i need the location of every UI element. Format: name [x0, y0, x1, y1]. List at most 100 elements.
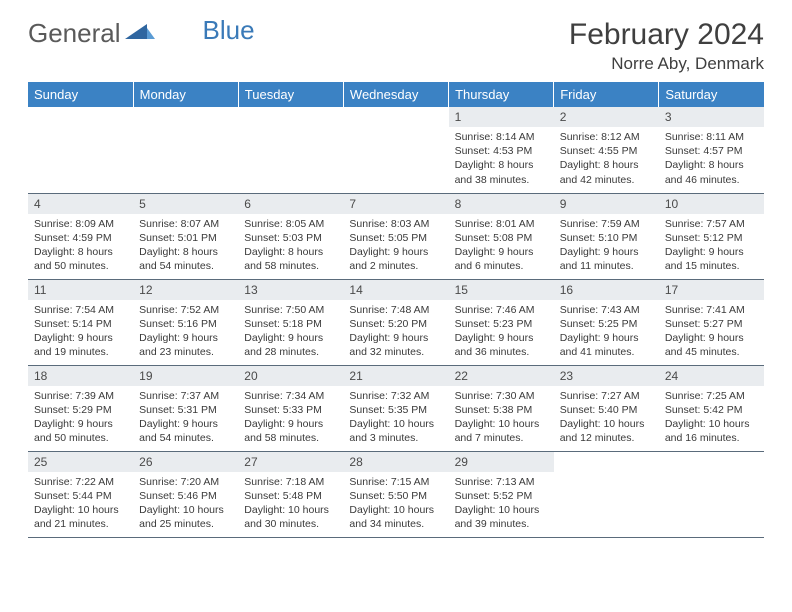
calendar-cell-empty — [28, 107, 133, 193]
calendar-cell: 7Sunrise: 8:03 AMSunset: 5:05 PMDaylight… — [343, 193, 448, 279]
day-number: 1 — [449, 107, 554, 127]
day-details: Sunrise: 8:12 AMSunset: 4:55 PMDaylight:… — [554, 127, 659, 191]
day-details: Sunrise: 7:20 AMSunset: 5:46 PMDaylight:… — [133, 472, 238, 536]
calendar-body: 1Sunrise: 8:14 AMSunset: 4:53 PMDaylight… — [28, 107, 764, 537]
day-details: Sunrise: 7:34 AMSunset: 5:33 PMDaylight:… — [238, 386, 343, 450]
calendar-cell-empty — [554, 451, 659, 537]
logo-text-2: Blue — [203, 15, 255, 46]
calendar-table: SundayMondayTuesdayWednesdayThursdayFrid… — [28, 82, 764, 538]
day-number: 7 — [343, 194, 448, 214]
weekday-header: Sunday — [28, 82, 133, 107]
calendar-cell: 6Sunrise: 8:05 AMSunset: 5:03 PMDaylight… — [238, 193, 343, 279]
calendar-cell: 10Sunrise: 7:57 AMSunset: 5:12 PMDayligh… — [659, 193, 764, 279]
day-number: 19 — [133, 366, 238, 386]
day-details: Sunrise: 7:59 AMSunset: 5:10 PMDaylight:… — [554, 214, 659, 278]
calendar-cell: 15Sunrise: 7:46 AMSunset: 5:23 PMDayligh… — [449, 279, 554, 365]
day-number: 29 — [449, 452, 554, 472]
day-details: Sunrise: 8:09 AMSunset: 4:59 PMDaylight:… — [28, 214, 133, 278]
day-details: Sunrise: 8:07 AMSunset: 5:01 PMDaylight:… — [133, 214, 238, 278]
day-details: Sunrise: 7:48 AMSunset: 5:20 PMDaylight:… — [343, 300, 448, 364]
weekday-header: Thursday — [449, 82, 554, 107]
logo-text-1: General — [28, 18, 121, 49]
day-number: 6 — [238, 194, 343, 214]
day-details: Sunrise: 7:43 AMSunset: 5:25 PMDaylight:… — [554, 300, 659, 364]
logo-triangle-icon — [125, 18, 155, 49]
day-details: Sunrise: 8:05 AMSunset: 5:03 PMDaylight:… — [238, 214, 343, 278]
day-details: Sunrise: 7:41 AMSunset: 5:27 PMDaylight:… — [659, 300, 764, 364]
day-details: Sunrise: 7:18 AMSunset: 5:48 PMDaylight:… — [238, 472, 343, 536]
day-number: 23 — [554, 366, 659, 386]
weekday-header-row: SundayMondayTuesdayWednesdayThursdayFrid… — [28, 82, 764, 107]
logo: General Blue — [28, 18, 255, 49]
calendar-row: 1Sunrise: 8:14 AMSunset: 4:53 PMDaylight… — [28, 107, 764, 193]
calendar-cell: 2Sunrise: 8:12 AMSunset: 4:55 PMDaylight… — [554, 107, 659, 193]
day-details: Sunrise: 7:54 AMSunset: 5:14 PMDaylight:… — [28, 300, 133, 364]
calendar-cell: 26Sunrise: 7:20 AMSunset: 5:46 PMDayligh… — [133, 451, 238, 537]
day-details: Sunrise: 7:32 AMSunset: 5:35 PMDaylight:… — [343, 386, 448, 450]
calendar-cell-empty — [343, 107, 448, 193]
day-number: 22 — [449, 366, 554, 386]
weekday-header: Friday — [554, 82, 659, 107]
calendar-cell: 17Sunrise: 7:41 AMSunset: 5:27 PMDayligh… — [659, 279, 764, 365]
day-number: 3 — [659, 107, 764, 127]
day-number: 4 — [28, 194, 133, 214]
calendar-cell: 16Sunrise: 7:43 AMSunset: 5:25 PMDayligh… — [554, 279, 659, 365]
day-number: 17 — [659, 280, 764, 300]
day-details: Sunrise: 8:03 AMSunset: 5:05 PMDaylight:… — [343, 214, 448, 278]
calendar-cell: 11Sunrise: 7:54 AMSunset: 5:14 PMDayligh… — [28, 279, 133, 365]
weekday-header: Monday — [133, 82, 238, 107]
calendar-row: 25Sunrise: 7:22 AMSunset: 5:44 PMDayligh… — [28, 451, 764, 537]
calendar-cell: 14Sunrise: 7:48 AMSunset: 5:20 PMDayligh… — [343, 279, 448, 365]
day-number: 8 — [449, 194, 554, 214]
day-details: Sunrise: 7:52 AMSunset: 5:16 PMDaylight:… — [133, 300, 238, 364]
calendar-cell: 9Sunrise: 7:59 AMSunset: 5:10 PMDaylight… — [554, 193, 659, 279]
day-details: Sunrise: 7:46 AMSunset: 5:23 PMDaylight:… — [449, 300, 554, 364]
day-details: Sunrise: 7:15 AMSunset: 5:50 PMDaylight:… — [343, 472, 448, 536]
day-number: 9 — [554, 194, 659, 214]
day-details: Sunrise: 7:50 AMSunset: 5:18 PMDaylight:… — [238, 300, 343, 364]
calendar-cell: 28Sunrise: 7:15 AMSunset: 5:50 PMDayligh… — [343, 451, 448, 537]
day-details: Sunrise: 8:01 AMSunset: 5:08 PMDaylight:… — [449, 214, 554, 278]
calendar-cell: 19Sunrise: 7:37 AMSunset: 5:31 PMDayligh… — [133, 365, 238, 451]
day-details: Sunrise: 7:27 AMSunset: 5:40 PMDaylight:… — [554, 386, 659, 450]
calendar-row: 11Sunrise: 7:54 AMSunset: 5:14 PMDayligh… — [28, 279, 764, 365]
calendar-cell: 20Sunrise: 7:34 AMSunset: 5:33 PMDayligh… — [238, 365, 343, 451]
calendar-cell: 24Sunrise: 7:25 AMSunset: 5:42 PMDayligh… — [659, 365, 764, 451]
calendar-cell-empty — [238, 107, 343, 193]
calendar-cell-empty — [659, 451, 764, 537]
day-number: 10 — [659, 194, 764, 214]
day-details: Sunrise: 7:30 AMSunset: 5:38 PMDaylight:… — [449, 386, 554, 450]
day-number: 26 — [133, 452, 238, 472]
day-number: 18 — [28, 366, 133, 386]
calendar-cell: 27Sunrise: 7:18 AMSunset: 5:48 PMDayligh… — [238, 451, 343, 537]
calendar-cell: 25Sunrise: 7:22 AMSunset: 5:44 PMDayligh… — [28, 451, 133, 537]
day-details: Sunrise: 8:14 AMSunset: 4:53 PMDaylight:… — [449, 127, 554, 191]
calendar-cell: 3Sunrise: 8:11 AMSunset: 4:57 PMDaylight… — [659, 107, 764, 193]
day-details: Sunrise: 7:25 AMSunset: 5:42 PMDaylight:… — [659, 386, 764, 450]
day-number: 15 — [449, 280, 554, 300]
day-number: 2 — [554, 107, 659, 127]
day-details: Sunrise: 8:11 AMSunset: 4:57 PMDaylight:… — [659, 127, 764, 191]
weekday-header: Tuesday — [238, 82, 343, 107]
day-number: 11 — [28, 280, 133, 300]
day-number: 14 — [343, 280, 448, 300]
day-number: 20 — [238, 366, 343, 386]
day-number: 28 — [343, 452, 448, 472]
calendar-cell: 18Sunrise: 7:39 AMSunset: 5:29 PMDayligh… — [28, 365, 133, 451]
calendar-row: 18Sunrise: 7:39 AMSunset: 5:29 PMDayligh… — [28, 365, 764, 451]
calendar-cell-empty — [133, 107, 238, 193]
calendar-cell: 13Sunrise: 7:50 AMSunset: 5:18 PMDayligh… — [238, 279, 343, 365]
calendar-cell: 21Sunrise: 7:32 AMSunset: 5:35 PMDayligh… — [343, 365, 448, 451]
day-number: 27 — [238, 452, 343, 472]
weekday-header: Saturday — [659, 82, 764, 107]
day-number: 25 — [28, 452, 133, 472]
weekday-header: Wednesday — [343, 82, 448, 107]
month-title: February 2024 — [569, 18, 764, 52]
calendar-cell: 4Sunrise: 8:09 AMSunset: 4:59 PMDaylight… — [28, 193, 133, 279]
day-number: 12 — [133, 280, 238, 300]
day-details: Sunrise: 7:39 AMSunset: 5:29 PMDaylight:… — [28, 386, 133, 450]
day-details: Sunrise: 7:13 AMSunset: 5:52 PMDaylight:… — [449, 472, 554, 536]
day-details: Sunrise: 7:57 AMSunset: 5:12 PMDaylight:… — [659, 214, 764, 278]
day-number: 24 — [659, 366, 764, 386]
calendar-cell: 1Sunrise: 8:14 AMSunset: 4:53 PMDaylight… — [449, 107, 554, 193]
